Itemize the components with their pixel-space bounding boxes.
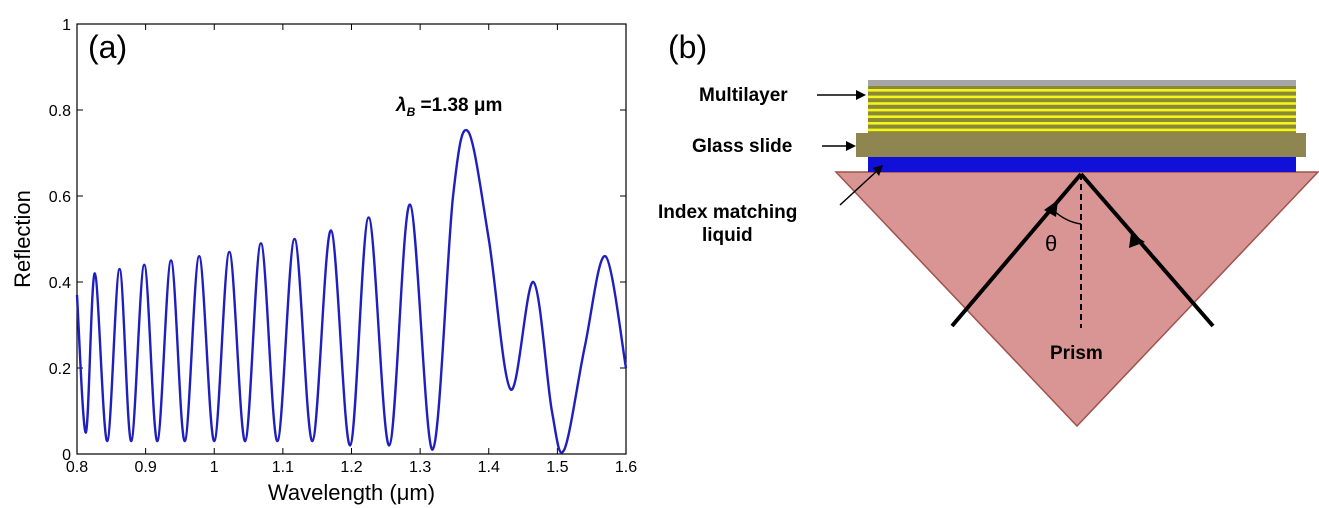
incident-ray [950, 172, 1083, 328]
index-matching-pointer [839, 169, 879, 206]
y-tick-label: 0.6 [49, 189, 71, 206]
index-matching-liquid [868, 157, 1296, 172]
prism [834, 171, 1319, 428]
multilayer-stripe [868, 89, 1296, 92]
glass-slide [856, 133, 1306, 157]
y-tick-label: 0.4 [49, 275, 71, 292]
multilayer [868, 80, 1296, 133]
y-tick-label: 0.2 [49, 361, 71, 378]
x-tick-label: 1.2 [340, 459, 362, 476]
y-axis-label: Reflection [10, 190, 35, 288]
x-tick-label: 0.8 [66, 459, 88, 476]
multilayer-stripe [868, 128, 1296, 132]
x-tick-label: 1.5 [546, 459, 568, 476]
multilayer-stripe [868, 95, 1296, 99]
reflected-ray [1079, 172, 1215, 328]
panel-b-label: (b) [668, 29, 707, 65]
multilayer-stripe [868, 108, 1296, 112]
multilayer-top-layer [868, 80, 1296, 86]
glass-slide-label: Glass slide [692, 136, 792, 157]
x-tick-label: 0.9 [135, 459, 157, 476]
y-tick-label: 1 [62, 17, 71, 34]
x-tick-label: 1.4 [478, 459, 500, 476]
index-matching-arrowhead [873, 165, 883, 176]
reflection-series-line [75, 128, 628, 454]
index-matching-label: Index matching [658, 202, 797, 223]
multilayer-stripe [868, 102, 1296, 105]
x-axis-label: Wavelength (μm) [268, 480, 435, 505]
x-tick-label: 1.3 [409, 459, 431, 476]
y-tick-label: 0.8 [49, 103, 71, 120]
theta-label: θ [1045, 231, 1057, 256]
multilayer-arrowhead [856, 90, 866, 100]
theta-arc [1052, 209, 1082, 225]
x-tick-label: 1 [210, 459, 219, 476]
reflected-arrowhead [1129, 233, 1145, 248]
panel-a-label: (a) [88, 29, 127, 65]
x-tick-label: 1.1 [272, 459, 294, 476]
y-tick-label: 0 [62, 447, 71, 464]
incident-arrowhead [1044, 200, 1058, 217]
peak-annotation: λB =1.38 μm [395, 95, 502, 119]
multilayer-label: Multilayer [699, 85, 788, 106]
multilayer-stripe [868, 115, 1296, 118]
glass-slide-arrowhead [846, 141, 856, 151]
index-matching-label-line2: liquid [702, 225, 753, 246]
x-tick-label: 1.6 [615, 459, 637, 476]
multilayer-stripe [868, 122, 1296, 125]
prism-label: Prism [1050, 343, 1103, 364]
